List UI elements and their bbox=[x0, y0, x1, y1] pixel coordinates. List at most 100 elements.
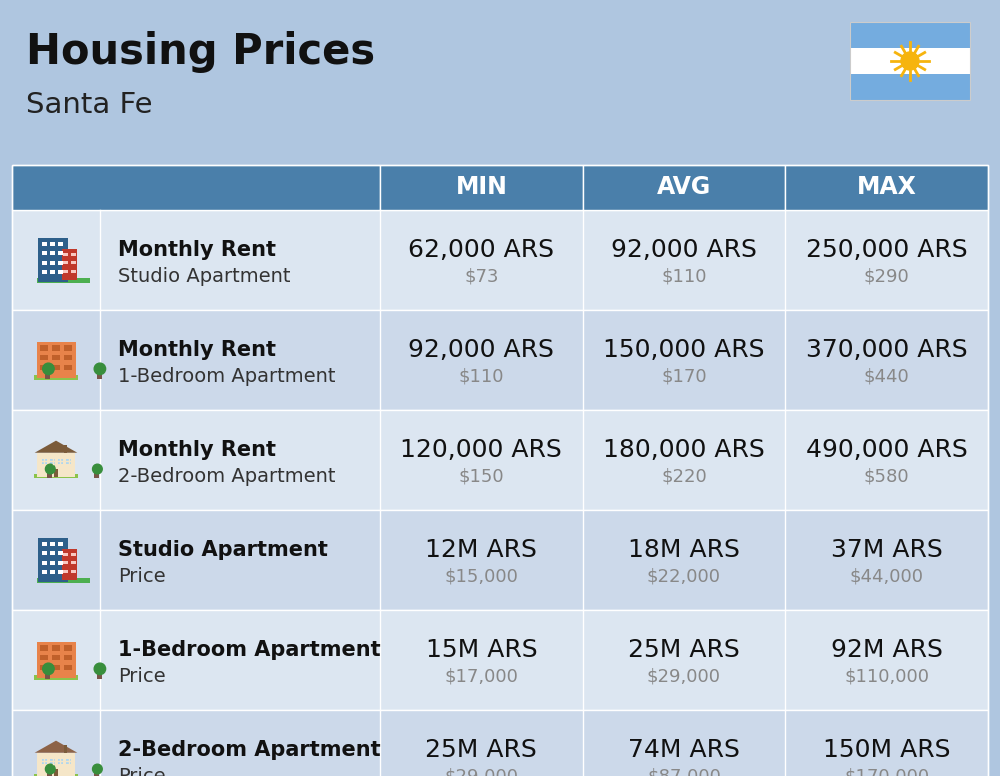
Text: $110: $110 bbox=[661, 267, 707, 285]
Bar bbox=[71, 553, 76, 556]
Bar bbox=[94, 473, 99, 478]
Text: MIN: MIN bbox=[455, 175, 507, 199]
Bar bbox=[52, 355, 60, 360]
Bar bbox=[66, 759, 71, 764]
Text: 2-Bedroom Apartment: 2-Bedroom Apartment bbox=[118, 466, 336, 486]
Text: Studio Apartment: Studio Apartment bbox=[118, 266, 290, 286]
Bar bbox=[64, 646, 72, 650]
Bar bbox=[42, 459, 47, 463]
Text: Price: Price bbox=[118, 667, 166, 685]
Text: 15M ARS: 15M ARS bbox=[426, 638, 537, 662]
Circle shape bbox=[45, 464, 55, 474]
Bar bbox=[38, 539, 68, 582]
Bar bbox=[34, 376, 78, 380]
Bar bbox=[58, 261, 63, 265]
Text: 12M ARS: 12M ARS bbox=[425, 538, 537, 562]
Text: 25M ARS: 25M ARS bbox=[425, 738, 537, 762]
Bar bbox=[42, 261, 47, 265]
Bar bbox=[12, 510, 988, 610]
Text: Studio Apartment: Studio Apartment bbox=[118, 540, 328, 560]
Bar bbox=[40, 365, 48, 370]
Bar bbox=[785, 165, 988, 210]
Bar bbox=[62, 249, 77, 280]
Bar bbox=[50, 459, 55, 463]
Text: $17,000: $17,000 bbox=[444, 667, 518, 685]
Bar bbox=[12, 410, 988, 510]
Text: $29,000: $29,000 bbox=[647, 667, 721, 685]
Text: 62,000 ARS: 62,000 ARS bbox=[408, 238, 554, 262]
Bar bbox=[64, 345, 72, 351]
Bar bbox=[97, 674, 102, 679]
Bar bbox=[71, 269, 76, 272]
Bar bbox=[850, 74, 970, 100]
Polygon shape bbox=[35, 740, 77, 753]
Text: 92,000 ARS: 92,000 ARS bbox=[611, 238, 757, 262]
Text: Price: Price bbox=[118, 767, 166, 776]
Bar bbox=[850, 48, 970, 74]
Text: 120,000 ARS: 120,000 ARS bbox=[400, 438, 562, 462]
Text: 150,000 ARS: 150,000 ARS bbox=[603, 338, 765, 362]
Text: 92M ARS: 92M ARS bbox=[831, 638, 943, 662]
Bar bbox=[58, 759, 63, 764]
Circle shape bbox=[43, 663, 54, 674]
Bar bbox=[71, 561, 76, 564]
Circle shape bbox=[901, 52, 919, 70]
Bar bbox=[36, 642, 76, 678]
Text: Monthly Rent: Monthly Rent bbox=[118, 340, 276, 360]
Text: $220: $220 bbox=[661, 467, 707, 485]
Bar bbox=[63, 269, 68, 272]
Text: 150M ARS: 150M ARS bbox=[823, 738, 950, 762]
Bar bbox=[52, 665, 60, 670]
Bar bbox=[42, 570, 47, 574]
Bar bbox=[63, 570, 68, 573]
Bar bbox=[71, 262, 76, 265]
Bar bbox=[12, 165, 380, 210]
Bar bbox=[52, 345, 60, 351]
Text: 180,000 ARS: 180,000 ARS bbox=[603, 438, 765, 462]
Text: $170: $170 bbox=[661, 367, 707, 385]
Bar bbox=[64, 355, 72, 360]
Bar bbox=[34, 675, 78, 680]
Text: 370,000 ARS: 370,000 ARS bbox=[806, 338, 967, 362]
Text: $29,000: $29,000 bbox=[444, 767, 518, 776]
Bar bbox=[64, 665, 72, 670]
Text: Monthly Rent: Monthly Rent bbox=[118, 440, 276, 460]
Bar bbox=[37, 278, 90, 282]
Bar bbox=[42, 270, 47, 275]
Bar bbox=[50, 251, 55, 255]
Bar bbox=[63, 253, 68, 256]
Bar bbox=[63, 262, 68, 265]
Bar bbox=[50, 270, 55, 275]
Bar bbox=[54, 768, 58, 776]
Circle shape bbox=[94, 363, 106, 375]
Text: 1-Bedroom Apartment: 1-Bedroom Apartment bbox=[118, 640, 381, 660]
Bar bbox=[97, 373, 102, 379]
Text: $290: $290 bbox=[864, 267, 910, 285]
Bar bbox=[94, 773, 99, 776]
Bar bbox=[42, 561, 47, 565]
Text: Price: Price bbox=[118, 566, 166, 586]
Text: Housing Prices: Housing Prices bbox=[26, 31, 375, 73]
Bar bbox=[40, 345, 48, 351]
Bar bbox=[50, 261, 55, 265]
Bar bbox=[40, 646, 48, 650]
Bar bbox=[64, 445, 67, 453]
Text: $22,000: $22,000 bbox=[647, 567, 721, 585]
Bar bbox=[38, 238, 68, 282]
Circle shape bbox=[93, 764, 102, 774]
Bar bbox=[58, 459, 63, 463]
Bar bbox=[64, 746, 67, 753]
Polygon shape bbox=[35, 441, 77, 452]
Text: 37M ARS: 37M ARS bbox=[831, 538, 943, 562]
Bar bbox=[58, 242, 63, 246]
Text: AVG: AVG bbox=[657, 175, 711, 199]
Text: $110: $110 bbox=[459, 367, 504, 385]
Bar bbox=[47, 773, 52, 776]
Bar bbox=[63, 561, 68, 564]
Bar bbox=[71, 570, 76, 573]
Bar bbox=[12, 165, 988, 776]
Bar bbox=[583, 165, 785, 210]
Circle shape bbox=[45, 764, 55, 774]
Bar bbox=[52, 646, 60, 650]
Bar bbox=[380, 165, 583, 210]
